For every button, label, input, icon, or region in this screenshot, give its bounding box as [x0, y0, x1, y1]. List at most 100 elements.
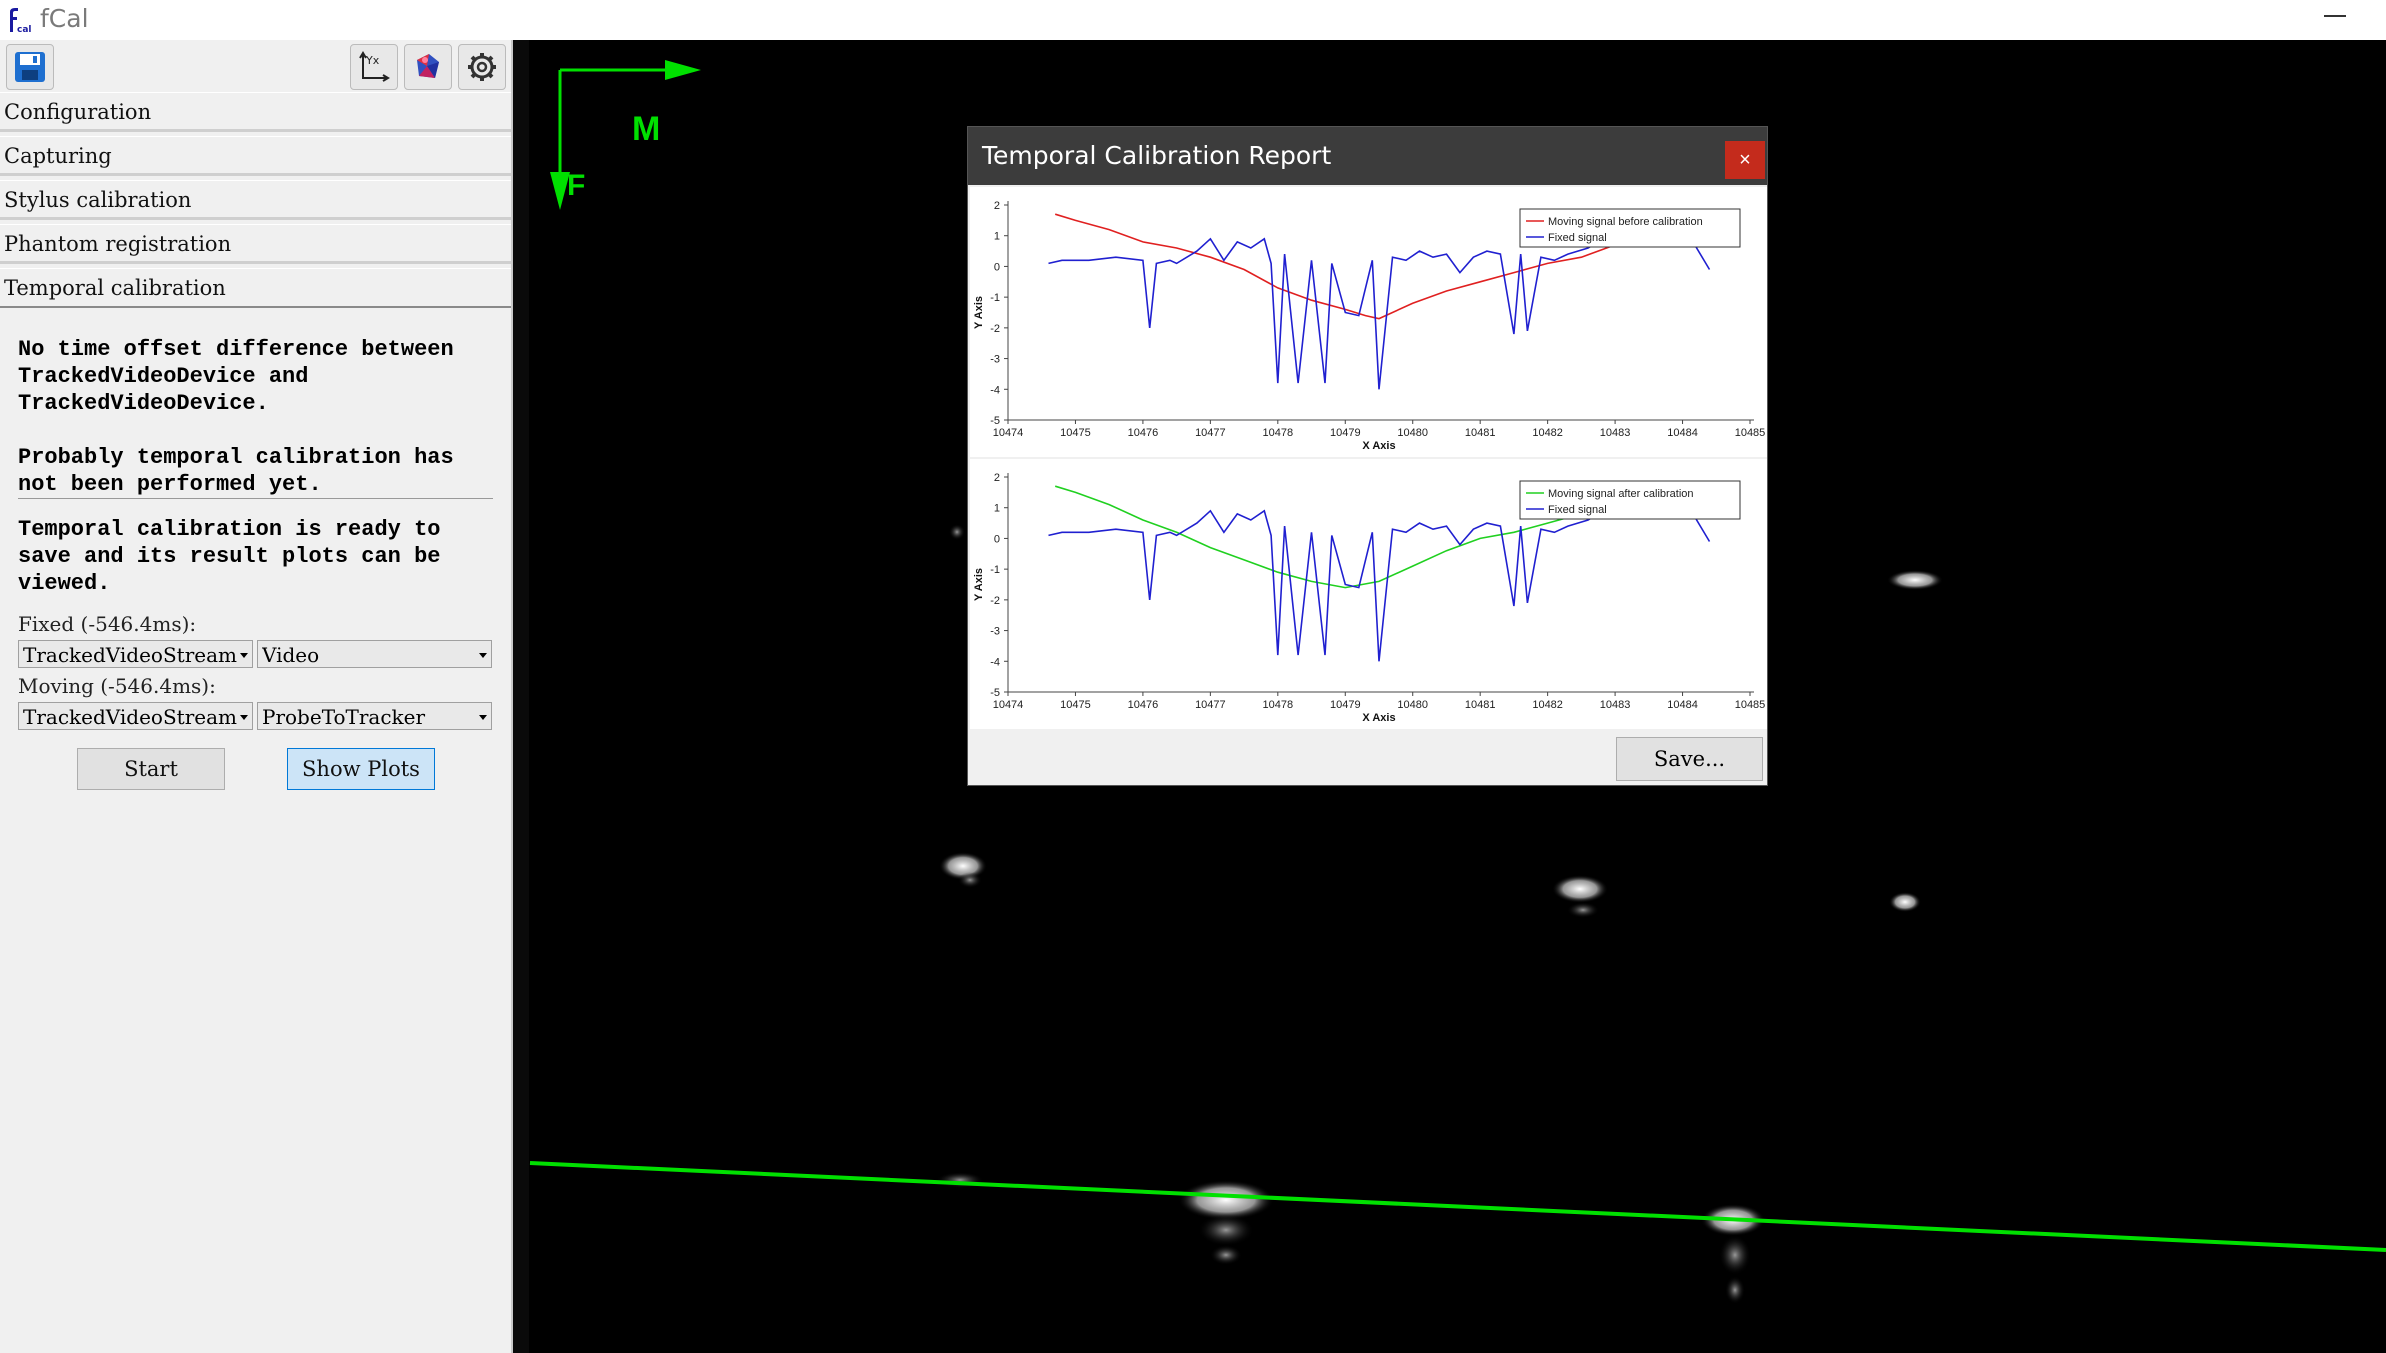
x-axis-label: X Axis: [1362, 440, 1395, 452]
legend-entry: Fixed signal: [1548, 504, 1607, 516]
x-tick-label: 10475: [1060, 699, 1091, 711]
y-tick-label: 0: [994, 261, 1000, 273]
temporal-status-message: No time offset difference between Tracke…: [18, 337, 454, 497]
y-tick-label: 2: [994, 200, 1000, 212]
section-configuration[interactable]: Configuration: [0, 92, 511, 132]
x-tick-label: 10474: [993, 427, 1024, 439]
legend-entry: Fixed signal: [1548, 232, 1607, 244]
save-button[interactable]: [6, 44, 54, 90]
y-tick-label: 1: [994, 231, 1000, 243]
3d-model-icon: [417, 54, 439, 78]
y-tick-label: 1: [994, 503, 1000, 515]
x-tick-label: 10484: [1667, 699, 1698, 711]
minimize-button[interactable]: [2324, 15, 2346, 17]
fixed-source-select[interactable]: Video: [257, 640, 492, 668]
legend-entry: Moving signal after calibration: [1548, 488, 1694, 500]
gear-icon: [468, 53, 496, 81]
y-tick-label: -5: [990, 415, 1000, 427]
moving-label: Moving (-546.4ms):: [18, 674, 216, 698]
scan-plane-line: [529, 1161, 2386, 1252]
x-tick-label: 10479: [1330, 699, 1361, 711]
axis-m-label: M: [632, 110, 660, 148]
x-tick-label: 10485: [1735, 699, 1766, 711]
start-button[interactable]: Start: [77, 748, 225, 790]
x-tick-label: 10484: [1667, 427, 1698, 439]
fcal-logo-icon: cal: [6, 6, 34, 35]
divider: [18, 498, 493, 499]
x-tick-label: 10479: [1330, 427, 1361, 439]
coordinate-axes-button[interactable]: Yx: [350, 44, 398, 90]
x-tick-label: 10483: [1600, 427, 1631, 439]
y-tick-label: -4: [990, 384, 1000, 396]
y-tick-label: -1: [990, 292, 1000, 304]
section-stylus-calibration[interactable]: Stylus calibration: [0, 180, 511, 220]
x-tick-label: 10480: [1397, 427, 1428, 439]
moving-source-select[interactable]: ProbeToTracker: [257, 702, 492, 730]
m-axis-arrow-icon: [665, 60, 701, 80]
section-phantom-registration[interactable]: Phantom registration: [0, 224, 511, 264]
fixed-device-select[interactable]: TrackedVideoStream: [18, 640, 253, 668]
y-tick-label: -5: [990, 687, 1000, 699]
y-tick-label: -3: [990, 626, 1000, 638]
x-tick-label: 10478: [1263, 699, 1294, 711]
orientation-marker: M F: [550, 60, 701, 210]
section-capturing[interactable]: Capturing: [0, 136, 511, 176]
window-titlebar: cal fCal: [0, 0, 2386, 40]
x-tick-label: 10476: [1128, 699, 1159, 711]
sidebar: Yx: [0, 40, 513, 1353]
show-plots-button[interactable]: Show Plots: [287, 748, 435, 790]
temporal-calibration-report-dialog: Temporal Calibration Report × 2 1 0 -1 -2 -3 -…: [967, 126, 1768, 786]
f-axis-arrow-icon: [550, 172, 570, 210]
3d-model-button[interactable]: [404, 44, 452, 90]
chevron-down-icon: [479, 653, 487, 658]
fixed-label: Fixed (-546.4ms):: [18, 612, 197, 636]
x-tick-label: 10483: [1600, 699, 1631, 711]
viewport-canvas: M F: [513, 40, 2386, 1353]
legend-box: [1519, 208, 1741, 248]
save-report-button[interactable]: Save...: [1616, 737, 1763, 781]
chevron-down-icon: [240, 653, 248, 658]
chevron-down-icon: [479, 715, 487, 720]
x-tick-label: 10475: [1060, 427, 1091, 439]
x-tick-label: 10474: [993, 699, 1024, 711]
series-line-0: [1054, 213, 1616, 320]
y-axis-label: Y Axis: [973, 296, 985, 329]
window-title: fCal: [40, 4, 89, 33]
settings-button[interactable]: [458, 44, 506, 90]
y-tick-label: 0: [994, 533, 1000, 545]
y-tick-label: -1: [990, 564, 1000, 576]
x-tick-label: 10477: [1195, 699, 1226, 711]
close-button[interactable]: ×: [1725, 141, 1765, 179]
y-tick-label: -2: [990, 595, 1000, 607]
x-tick-label: 10480: [1397, 699, 1428, 711]
y-tick-label: -4: [990, 656, 1000, 668]
y-tick-label: 2: [994, 472, 1000, 484]
x-tick-label: 10477: [1195, 427, 1226, 439]
y-tick-label: -3: [990, 354, 1000, 366]
x-tick-label: 10482: [1532, 427, 1563, 439]
axis-f-label: F: [567, 169, 585, 202]
x-tick-label: 10478: [1263, 427, 1294, 439]
x-tick-label: 10476: [1128, 427, 1159, 439]
floppy-disk-icon: [15, 52, 45, 82]
plot-before-calibration: 2 1 0 -1 -2 -3 -4 -5 10474 10475 10476 10477 10478 10…: [970, 187, 1767, 457]
logo-text: cal: [17, 25, 32, 34]
fixed-source-value: Video: [262, 643, 320, 667]
x-tick-label: 10482: [1532, 699, 1563, 711]
toolbar: Yx: [0, 40, 511, 95]
moving-source-value: ProbeToTracker: [262, 705, 426, 729]
series-line-1: [1048, 231, 1711, 390]
moving-device-value: TrackedVideoStream: [23, 705, 237, 729]
temporal-ready-message: Temporal calibration is ready to save an…: [18, 517, 441, 596]
coordinate-axes-icon: Yx: [359, 51, 390, 82]
section-temporal-calibration[interactable]: Temporal calibration: [0, 268, 511, 308]
legend-entry: Moving signal before calibration: [1548, 216, 1703, 228]
dialog-title: Temporal Calibration Report: [982, 141, 1332, 170]
chevron-down-icon: [240, 715, 248, 720]
moving-device-select[interactable]: TrackedVideoStream: [18, 702, 253, 730]
ultrasound-reflections: [936, 524, 1943, 1304]
legend-box: [1519, 480, 1741, 520]
x-tick-label: 10481: [1465, 427, 1496, 439]
